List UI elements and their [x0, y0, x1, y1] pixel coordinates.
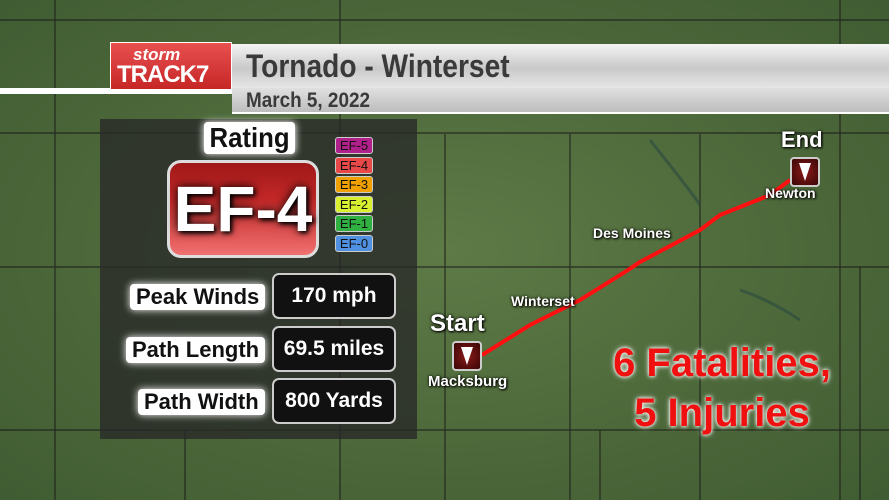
ef-scale-item: EF-0 — [335, 234, 373, 252]
tornado-icon — [452, 341, 482, 371]
stormtrack7-logo: storm TRACK7 — [110, 42, 232, 90]
ef-scale-item: EF-3 — [335, 176, 373, 193]
path-length-value: 69.5 miles — [272, 326, 396, 372]
peak-winds-label: Peak Winds — [130, 284, 266, 310]
page-title: Tornado - Winterset — [246, 48, 510, 84]
town-des-moines: Des Moines — [593, 225, 671, 241]
event-date: March 5, 2022 — [246, 89, 370, 112]
ef-rating-badge: EF-4 — [167, 160, 319, 258]
tornado-path — [480, 178, 792, 357]
injuries: 5 Injuries — [634, 391, 810, 435]
logo-text-1: storm — [133, 45, 181, 64]
ef-scale-item: EF-4 — [335, 156, 373, 174]
date-bar — [232, 88, 889, 114]
peak-winds-value: 170 mph — [272, 273, 396, 319]
path-width-label: Path Width — [138, 389, 265, 415]
casualties-text: 6 Fatalities, 5 Injuries — [612, 338, 832, 438]
title-bar — [232, 44, 889, 90]
ef-scale-item: EF-5 — [335, 137, 373, 154]
start-label: Start — [430, 310, 485, 337]
divider — [0, 88, 232, 94]
ef-scale-legend: EF-5 EF-4 EF-3 EF-2 EF-1 EF-0 — [335, 137, 373, 254]
rating-label: Rating — [203, 122, 296, 154]
town-winterset: Winterset — [511, 293, 575, 309]
river — [648, 139, 801, 322]
logo-text-2: TRACK7 — [117, 61, 209, 88]
tornado-icon — [790, 157, 820, 187]
town-newton: Newton — [765, 185, 816, 201]
ef-scale-item: EF-2 — [335, 195, 373, 213]
path-length-label: Path Length — [126, 337, 266, 363]
fatalities: 6 Fatalities, — [613, 341, 831, 385]
town-macksburg: Macksburg — [428, 373, 508, 390]
path-width-value: 800 Yards — [272, 378, 396, 424]
end-label: End — [781, 127, 823, 152]
ef-scale-item: EF-1 — [335, 215, 373, 232]
